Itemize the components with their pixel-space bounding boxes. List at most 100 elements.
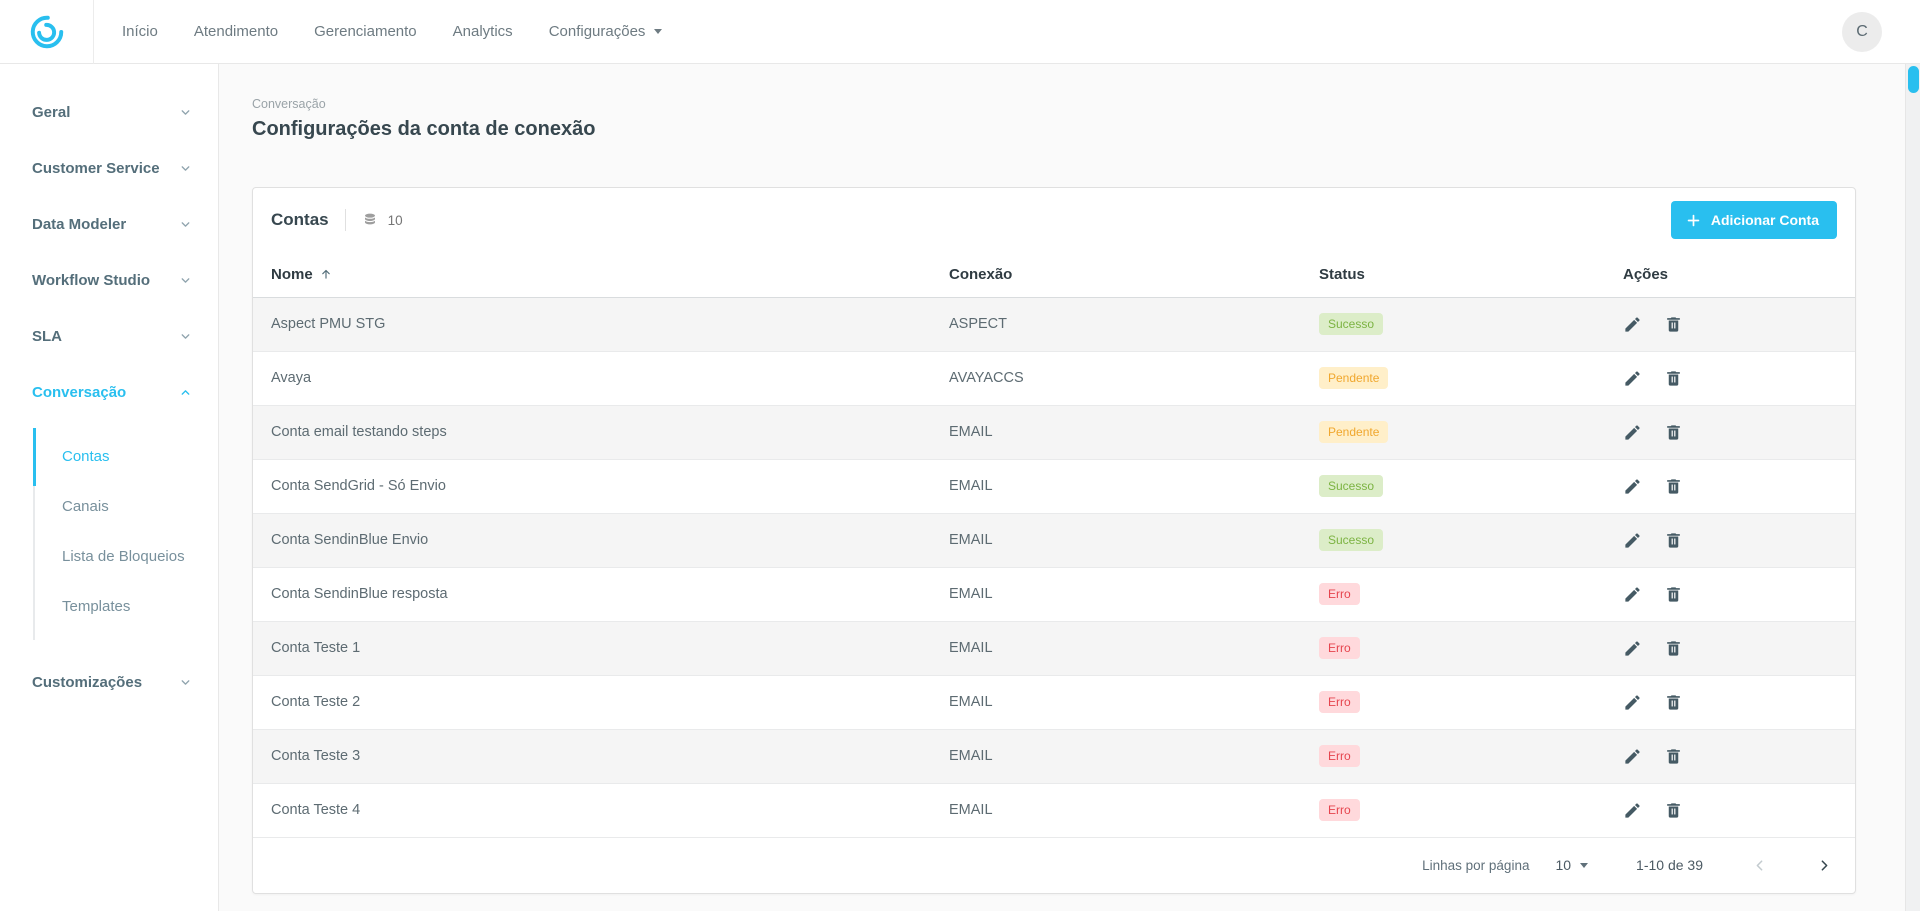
cell-connection: AVAYACCS xyxy=(931,351,1301,406)
edit-button[interactable] xyxy=(1623,585,1642,604)
user-avatar[interactable]: C xyxy=(1842,12,1882,52)
sidebar-item-customizacoes[interactable]: Customizações xyxy=(0,654,218,710)
status-badge: Pendente xyxy=(1319,421,1389,443)
delete-button[interactable] xyxy=(1664,477,1683,496)
chevron-down-icon xyxy=(179,676,192,689)
rows-per-page-select[interactable]: 10 xyxy=(1555,857,1589,873)
column-header-status[interactable]: Status xyxy=(1301,252,1605,298)
delete-button[interactable] xyxy=(1664,801,1683,820)
top-navbar: Início Atendimento Gerenciamento Analyti… xyxy=(0,0,1920,64)
cell-connection: EMAIL xyxy=(931,567,1301,622)
edit-button[interactable] xyxy=(1623,369,1642,388)
table-row: Conta Teste 3 EMAIL Erro xyxy=(253,729,1855,784)
sidebar-subitem-contas[interactable]: Contas xyxy=(33,428,218,486)
cell-name: Conta Teste 1 xyxy=(253,621,931,676)
delete-button[interactable] xyxy=(1664,639,1683,658)
chevron-down-icon xyxy=(179,330,192,343)
trash-icon xyxy=(1664,801,1683,820)
sidebar-subitem-lista-de-bloqueios[interactable]: Lista de Bloqueios xyxy=(62,548,185,565)
table-row: Conta SendinBlue Envio EMAIL Sucesso xyxy=(253,513,1855,568)
sidebar-item-customer-service[interactable]: Customer Service xyxy=(0,140,218,196)
chevron-down-icon xyxy=(179,274,192,287)
cell-name: Conta SendinBlue resposta xyxy=(253,567,931,622)
status-badge: Erro xyxy=(1319,583,1360,605)
delete-button[interactable] xyxy=(1664,585,1683,604)
previous-page-button[interactable] xyxy=(1751,857,1768,874)
edit-button[interactable] xyxy=(1623,315,1642,334)
delete-button[interactable] xyxy=(1664,747,1683,766)
page-scrollbar-track xyxy=(1905,64,1920,911)
edit-button[interactable] xyxy=(1623,423,1642,442)
edit-button[interactable] xyxy=(1623,639,1642,658)
edit-button[interactable] xyxy=(1623,531,1642,550)
nav-item-gerenciamento[interactable]: Gerenciamento xyxy=(314,23,417,40)
cell-name: Conta SendGrid - Só Envio xyxy=(253,459,931,514)
table-header-row: Nome Conexão Status Ações xyxy=(253,252,1855,298)
trash-icon xyxy=(1664,693,1683,712)
edit-button[interactable] xyxy=(1623,801,1642,820)
trash-icon xyxy=(1664,639,1683,658)
delete-button[interactable] xyxy=(1664,315,1683,334)
cell-name: Conta Teste 4 xyxy=(253,783,931,838)
table-row: Conta SendinBlue resposta EMAIL Erro xyxy=(253,567,1855,622)
edit-button[interactable] xyxy=(1623,747,1642,766)
page-scrollbar-thumb[interactable] xyxy=(1908,66,1919,93)
status-badge: Sucesso xyxy=(1319,529,1384,551)
nav-item-analytics[interactable]: Analytics xyxy=(452,23,513,40)
card-header: Contas 10 Adicionar Conta xyxy=(253,188,1855,252)
sidebar-item-data-modeler[interactable]: Data Modeler xyxy=(0,196,218,252)
sidebar: Geral Customer Service Data Modeler Work… xyxy=(0,64,219,911)
cell-connection: EMAIL xyxy=(931,513,1301,568)
trash-icon xyxy=(1664,315,1683,334)
cell-connection: EMAIL xyxy=(931,459,1301,514)
accounts-card: Contas 10 Adicionar Conta xyxy=(252,187,1856,894)
table-row: Aspect PMU STG ASPECT Sucesso xyxy=(253,297,1855,352)
sidebar-subitem-canais[interactable]: Canais xyxy=(62,498,109,515)
chevron-down-icon xyxy=(179,218,192,231)
records-count: 10 xyxy=(387,212,403,228)
column-header-conexao[interactable]: Conexão xyxy=(931,252,1301,298)
cell-connection: EMAIL xyxy=(931,675,1301,730)
delete-button[interactable] xyxy=(1664,531,1683,550)
conversacao-submenu: Contas Canais Lista de Bloqueios Templat… xyxy=(33,424,218,644)
table-row: Avaya AVAYACCS Pendente xyxy=(253,351,1855,406)
plus-icon xyxy=(1685,212,1702,229)
sidebar-item-conversacao[interactable]: Conversação xyxy=(0,364,218,420)
card-title: Contas xyxy=(271,210,329,229)
status-badge: Erro xyxy=(1319,799,1360,821)
nav-item-configuracoes[interactable]: Configurações xyxy=(549,23,663,40)
nav-item-inicio[interactable]: Início xyxy=(122,23,158,40)
next-page-button[interactable] xyxy=(1816,857,1833,874)
column-header-nome[interactable]: Nome xyxy=(253,252,931,298)
pencil-icon xyxy=(1623,693,1642,712)
sidebar-item-geral[interactable]: Geral xyxy=(0,84,218,140)
delete-button[interactable] xyxy=(1664,423,1683,442)
pagination-range: 1-10 de 39 xyxy=(1636,857,1703,873)
edit-button[interactable] xyxy=(1623,693,1642,712)
app-logo[interactable] xyxy=(0,13,93,51)
pagination-footer: Linhas por página 10 1-10 de 39 xyxy=(253,838,1855,893)
edit-button[interactable] xyxy=(1623,477,1642,496)
cell-connection: EMAIL xyxy=(931,729,1301,784)
nav-item-atendimento[interactable]: Atendimento xyxy=(193,23,279,40)
status-badge: Sucesso xyxy=(1319,475,1384,497)
add-account-button[interactable]: Adicionar Conta xyxy=(1670,201,1837,239)
accounts-table: Nome Conexão Status Ações Aspect PMU STG… xyxy=(253,252,1855,838)
sidebar-subitem-templates[interactable]: Templates xyxy=(62,598,131,615)
delete-button[interactable] xyxy=(1664,693,1683,712)
trash-icon xyxy=(1664,369,1683,388)
cell-connection: EMAIL xyxy=(931,621,1301,676)
delete-button[interactable] xyxy=(1664,369,1683,388)
cell-name: Conta Teste 3 xyxy=(253,729,931,784)
pencil-icon xyxy=(1623,423,1642,442)
sidebar-item-workflow-studio[interactable]: Workflow Studio xyxy=(0,252,218,308)
navbar-divider xyxy=(93,0,94,64)
sort-asc-icon xyxy=(319,267,333,281)
swirl-logo-icon xyxy=(28,13,66,51)
sidebar-item-sla[interactable]: SLA xyxy=(0,308,218,364)
cell-name: Conta email testando steps xyxy=(253,405,931,460)
pencil-icon xyxy=(1623,585,1642,604)
column-header-acoes: Ações xyxy=(1605,252,1855,298)
cell-name: Conta Teste 2 xyxy=(253,675,931,730)
pencil-icon xyxy=(1623,369,1642,388)
